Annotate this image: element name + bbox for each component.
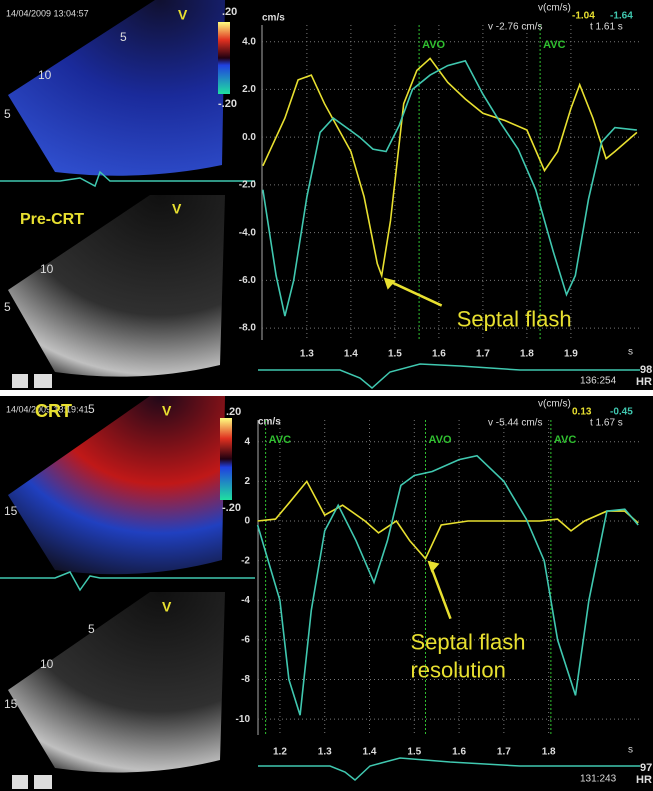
y-label: cm/s	[262, 13, 285, 24]
y-tick-label: -2	[241, 555, 250, 566]
image-label: 10	[40, 262, 54, 276]
x-tick-label: 1.3	[318, 747, 332, 758]
pen-icon[interactable]	[12, 374, 28, 388]
heart-rate-label: HR	[636, 774, 652, 786]
image-label: CRT	[35, 401, 72, 421]
footer-label: 136:254	[580, 376, 617, 387]
x-unit: s	[628, 745, 633, 756]
screenshot: 14/04/2009 13:04:57 V .20 -.20 5 10 5 Pre-CRT V 1…	[0, 0, 653, 791]
y-tick-label: 2	[244, 476, 250, 487]
heart-rate: 97	[640, 762, 652, 774]
y-tick-label: -6.0	[239, 275, 257, 286]
x-tick-label: 1.5	[407, 747, 421, 758]
image-label: 5	[4, 107, 11, 121]
event-label: AVC	[269, 434, 291, 446]
x-tick-label: 1.8	[542, 747, 556, 758]
y-tick-label: 0	[244, 516, 250, 527]
readout-first: -1.04	[572, 11, 595, 22]
color-bar	[218, 22, 230, 94]
y-tick-label: 0.0	[242, 132, 256, 143]
image-label: V	[162, 599, 172, 615]
x-tick-label: 1.9	[564, 349, 578, 360]
image-label: V	[172, 201, 182, 217]
readout-second: -1.64	[610, 11, 633, 22]
image-label: Pre-CRT	[20, 211, 84, 228]
readout-time: t 1.61 s	[590, 22, 623, 33]
readout-header: v(cm/s)	[538, 399, 571, 410]
y-tick-label: -6	[241, 635, 250, 646]
event-label: AVC	[554, 434, 576, 446]
y-tick-label: -8	[241, 674, 250, 685]
ellipse-icon[interactable]	[34, 775, 52, 789]
y-tick-label: 4	[244, 436, 250, 447]
image-label: -.20	[222, 502, 241, 514]
image-label: -.20	[218, 98, 237, 110]
image-label: V	[178, 7, 188, 23]
y-tick-label: 4.0	[242, 36, 256, 47]
color-bar	[220, 418, 232, 500]
ellipse-icon[interactable]	[34, 374, 52, 388]
readout-time: t 1.67 s	[590, 418, 623, 429]
heart-rate-label: HR	[636, 376, 652, 388]
y-tick-label: -8.0	[239, 323, 257, 334]
image-label: V	[162, 403, 172, 419]
y-tick-label: 2.0	[242, 84, 256, 95]
readout-second: -0.45	[610, 407, 633, 418]
x-tick-label: 1.2	[273, 747, 287, 758]
y-tick-label: -2.0	[239, 180, 257, 191]
x-tick-label: 1.7	[497, 747, 511, 758]
image-label: 10	[38, 68, 52, 82]
readout-velocity: v -2.76 cm/s	[488, 22, 542, 33]
image-label: 5	[88, 622, 95, 636]
image-label: 10	[40, 657, 54, 671]
readout-velocity: v -5.44 cm/s	[488, 418, 542, 429]
x-tick-label: 1.5	[388, 349, 402, 360]
image-label: 15	[4, 697, 18, 711]
event-label: AVC	[543, 39, 565, 51]
callout-text: Septal flash	[457, 306, 572, 331]
y-tick-label: -4	[241, 595, 250, 606]
image-label: .20	[222, 6, 237, 18]
callout-text: resolution	[410, 657, 505, 682]
x-unit: s	[628, 347, 633, 358]
x-tick-label: 1.6	[452, 747, 466, 758]
event-label: AVO	[428, 434, 451, 446]
pen-icon[interactable]	[12, 775, 28, 789]
callout-text: Septal flash	[410, 629, 525, 654]
heart-rate: 98	[640, 364, 652, 376]
image-label: 14/04/2009 13:04:57	[6, 8, 89, 18]
y-label: cm/s	[258, 417, 281, 428]
footer-label: 131:243	[580, 774, 617, 785]
y-tick-label: -10	[236, 714, 251, 725]
image-label: 5	[120, 30, 127, 44]
x-tick-label: 1.7	[476, 349, 490, 360]
x-tick-label: 1.4	[344, 349, 358, 360]
y-tick-label: -4.0	[239, 227, 257, 238]
x-tick-label: 1.8	[520, 349, 534, 360]
event-label: AVO	[422, 39, 445, 51]
image-label: 15	[4, 504, 18, 518]
readout-header: v(cm/s)	[538, 3, 571, 14]
x-tick-label: 1.3	[300, 349, 314, 360]
image-label: 5	[88, 402, 95, 416]
x-tick-label: 1.4	[363, 747, 377, 758]
readout-first: 0.13	[572, 407, 592, 418]
image-label: 5	[4, 300, 11, 314]
x-tick-label: 1.6	[432, 349, 446, 360]
image-label: .20	[226, 406, 241, 418]
